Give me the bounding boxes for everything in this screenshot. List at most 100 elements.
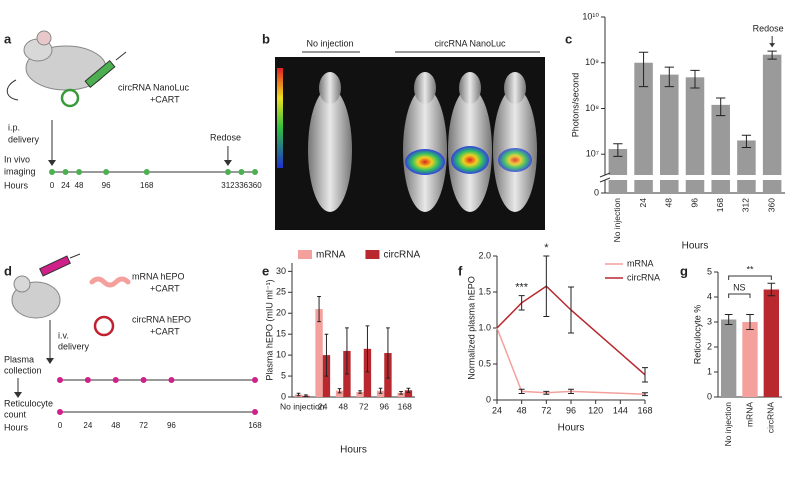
error-bar [568, 286, 574, 334]
timeline-tick: 72 [139, 421, 148, 430]
bar [376, 390, 385, 397]
y-axis-label: Normalized plasma hEPO [466, 276, 476, 380]
delivery-text: delivery [8, 134, 40, 144]
timepoint [224, 169, 231, 175]
x-tick-label: 24 [492, 405, 502, 415]
x-tick-label: 168 [398, 401, 412, 411]
x-tick-label: 48 [664, 198, 674, 208]
timepoint [112, 377, 119, 383]
timeline-tick: 96 [167, 421, 176, 430]
x-tick-label: 96 [566, 405, 576, 415]
axis-break [599, 175, 787, 180]
agent-text: circRNA NanoLuc [118, 82, 190, 92]
x-tick-label: 72 [359, 401, 369, 411]
delivery-text: i.p. [8, 122, 20, 132]
error-bar [386, 327, 390, 379]
color-scale [277, 68, 283, 168]
timeline-tick: 48 [75, 181, 84, 190]
x-axis-label: Hours [558, 423, 585, 434]
y-tick-label: 10⁷ [586, 149, 599, 159]
error-bar [568, 388, 574, 395]
bar [356, 391, 364, 397]
circrna-icon [93, 315, 115, 337]
bar [608, 149, 628, 193]
bar [763, 289, 780, 397]
bar [685, 77, 705, 193]
panel-label: a [4, 31, 12, 46]
timeline-tick: 96 [102, 181, 111, 190]
error-bar [543, 255, 550, 317]
arrow-head [48, 160, 56, 166]
signal [498, 148, 532, 172]
x-tick-label: 24 [318, 401, 328, 411]
y-tick-label: 30 [276, 266, 286, 276]
y-tick-label: 0.5 [478, 358, 491, 368]
mouse-head [319, 72, 341, 104]
agent-text: +CART [150, 326, 180, 336]
y-tick-label: 10 [276, 350, 286, 360]
mouse-tail [6, 79, 19, 101]
annotation: * [544, 242, 549, 254]
arrow-head [223, 160, 232, 166]
y-tick-label: 10⁸ [585, 103, 599, 113]
agent-text: +CART [150, 283, 180, 293]
row-label: Reticulocyte [4, 398, 53, 408]
axis-label: Hours [4, 180, 29, 190]
error-bar [746, 314, 754, 330]
error-bar [767, 50, 777, 60]
error-bar [378, 387, 383, 394]
panel-label: d [4, 263, 12, 278]
group-label: circRNA NanoLuc [434, 38, 506, 48]
bar [711, 104, 730, 193]
error-bar [399, 391, 403, 395]
timepoint [49, 169, 55, 175]
error-bar [543, 390, 550, 395]
y-tick-label: 1.0 [478, 322, 491, 332]
mouse [308, 88, 352, 212]
error-bar [365, 325, 370, 373]
annotation: ** [746, 264, 754, 274]
error-bar [741, 134, 752, 149]
legend-label: mRNA [627, 258, 654, 268]
bar [634, 62, 653, 193]
legend-label: circRNA [627, 272, 660, 282]
circrna-icon [60, 88, 80, 108]
agent-text: circRNA hEPO [132, 314, 191, 324]
error-bar [345, 327, 349, 375]
x-tick-label: 48 [339, 401, 349, 411]
bar [737, 140, 756, 193]
timeline-tick: 168 [248, 421, 262, 430]
x-tick-label: 96 [380, 401, 390, 411]
y-tick-label: 3 [707, 316, 712, 326]
timepoint [57, 377, 63, 383]
error-bar [642, 392, 648, 397]
x-tick-label: mRNA [744, 402, 754, 427]
timepoint [103, 169, 110, 175]
timepoint [57, 409, 63, 415]
row-label: Plasma [4, 354, 34, 364]
bracket [728, 275, 772, 280]
error-bar [518, 388, 525, 395]
bar [720, 319, 737, 397]
delivery-text: i.v. [58, 330, 69, 340]
mouse-ear [36, 30, 52, 46]
x-tick-label: No injection [723, 402, 733, 447]
y-tick-label: 0 [486, 394, 491, 404]
timepoint [252, 169, 258, 175]
x-tick-label: 96 [689, 198, 699, 208]
error-bar [296, 392, 301, 397]
error-bar [642, 367, 648, 383]
timeline-tick: 336 [235, 181, 249, 190]
timeline-tick: 360 [248, 181, 262, 190]
axis-label: Hours [4, 422, 29, 432]
panel-label: f [458, 263, 463, 278]
line [496, 327, 646, 395]
annotation: NS [733, 282, 746, 292]
panel-label: c [565, 31, 572, 46]
timeline-tick: 168 [140, 181, 154, 190]
signal [405, 149, 445, 175]
x-axis-label: Hours [682, 241, 709, 252]
y-tick-label: 10⁹ [585, 57, 599, 67]
error-bar [358, 390, 362, 394]
y-tick-label: 0 [281, 391, 286, 401]
